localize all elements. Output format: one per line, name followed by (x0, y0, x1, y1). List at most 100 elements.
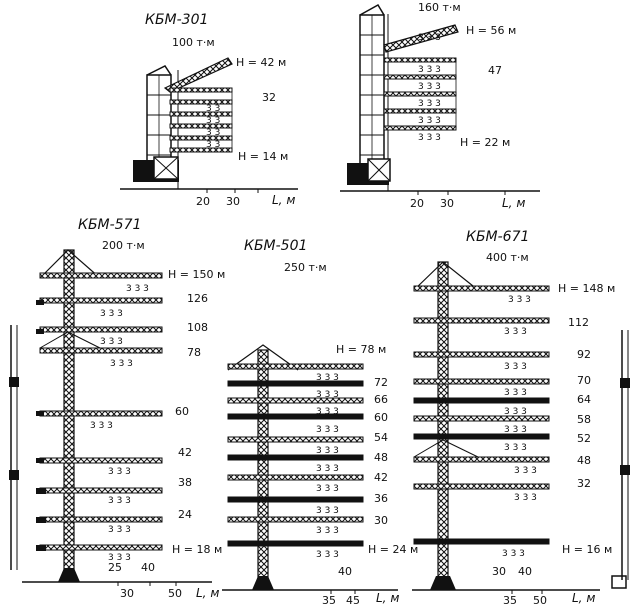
luffing-jib (383, 24, 459, 53)
crane-kbm-501: 3 3 3 3 3 3 3 3 3 3 3 3 3 3 3 3 3 3 3 3 … (222, 344, 398, 594)
crane-3-height-78: 78 (187, 346, 201, 359)
crane-5-height-32: 32 (577, 477, 591, 490)
svg-text:3 3 3: 3 3 3 (110, 359, 133, 369)
crane-5-moment: 400 т·м (486, 251, 529, 264)
svg-text:3 3 3: 3 3 3 (504, 443, 527, 453)
svg-text:3 3 3: 3 3 3 (316, 407, 339, 417)
crane-kbm-301: 3 3 3 3 3 3 3 3 (120, 57, 298, 193)
svg-text:3 3 3: 3 3 3 (126, 284, 149, 294)
crane-3-moment: 200 т·м (102, 239, 145, 252)
jib-levels (227, 363, 364, 547)
crane-2-axis-label: L, м (502, 196, 525, 210)
svg-text:3 3 3: 3 3 3 (418, 33, 441, 43)
crane-4-height-30: 30 (374, 514, 388, 527)
crane-5-height-52: 52 (577, 432, 591, 445)
crane-4-height-78: H = 78 м (336, 343, 386, 356)
svg-text:3 3 3: 3 3 3 (316, 464, 339, 474)
svg-text:3 3 3: 3 3 3 (418, 65, 441, 75)
svg-text:3 3 3: 3 3 3 (108, 553, 131, 563)
crane-5-tick-35: 35 (503, 594, 517, 607)
crane-2-height-bottom: H = 22 м (460, 136, 510, 149)
crane-3-tick-50: 50 (168, 587, 182, 600)
svg-text:3 3 3: 3 3 3 (316, 526, 339, 536)
crane-1-moment: 100 т·м (172, 36, 215, 49)
crane-4-moment: 250 т·м (284, 261, 327, 274)
crane-3-height-108: 108 (187, 321, 208, 334)
crane-5-height-16: H = 16 м (562, 543, 612, 556)
crane-4-height-60: 60 (374, 411, 388, 424)
crane-4-name: КБМ-501 (244, 238, 307, 254)
crane-2-tick-20: 20 (410, 197, 424, 210)
svg-text:3 3 3: 3 3 3 (514, 466, 537, 476)
crane-4-tick-40: 40 (338, 565, 352, 578)
svg-text:3 3 3: 3 3 3 (108, 525, 131, 535)
crane-1-height-top: H = 42 м (236, 56, 286, 69)
luffing-jib (163, 57, 233, 93)
svg-text:3 3 3: 3 3 3 (504, 407, 527, 417)
crane-5-axis-label: L, м (572, 591, 595, 605)
svg-text:3 3 3: 3 3 3 (316, 446, 339, 456)
crane-5-height-70: 70 (577, 374, 591, 387)
crane-3-height-24: 24 (178, 508, 192, 521)
crane-4-tick-45: 45 (346, 594, 360, 607)
svg-text:3 3: 3 3 (206, 128, 220, 138)
crane-3-height-38: 38 (178, 476, 192, 489)
jib-levels (169, 87, 233, 153)
crane-3-name: КБМ-571 (78, 217, 141, 233)
svg-text:3 3 3: 3 3 3 (508, 295, 531, 305)
svg-text:3 3: 3 3 (206, 140, 220, 150)
crane-1-height-mid: 32 (262, 91, 276, 104)
jib-levels (383, 57, 457, 131)
crane-5-height-92: 92 (577, 348, 591, 361)
svg-text:3 3 3: 3 3 3 (418, 99, 441, 109)
crane-3-height-60: 60 (175, 405, 189, 418)
crane-3-tick-40: 40 (141, 561, 155, 574)
crane-5-tick-50: 50 (533, 594, 547, 607)
crane-5-height-112: 112 (568, 316, 589, 329)
crane-160: 3 3 3 3 3 3 3 3 3 3 3 3 3 3 3 3 3 3 (340, 3, 540, 195)
svg-text:3 3 3: 3 3 3 (316, 425, 339, 435)
crane-4-height-66: 66 (374, 393, 388, 406)
crane-1-axis-label: L, м (272, 193, 295, 207)
crane-3-tick-30: 30 (120, 587, 134, 600)
svg-text:3 3 3: 3 3 3 (504, 388, 527, 398)
jib-levels (36, 272, 163, 551)
svg-text:3 3 3: 3 3 3 (418, 133, 441, 143)
svg-text:3 3 3: 3 3 3 (316, 390, 339, 400)
crane-kbm-571: 3 3 3 3 3 3 3 3 3 3 3 3 3 3 3 3 3 3 3 3 … (9, 249, 212, 586)
crane-3-height-42: 42 (178, 446, 192, 459)
crane-5-tick-40: 40 (518, 565, 532, 578)
svg-text:3 3 3: 3 3 3 (418, 116, 441, 126)
crane-5-height-48: 48 (577, 454, 591, 467)
svg-text:3 3 3: 3 3 3 (504, 362, 527, 372)
crane-3-tick-25: 25 (108, 561, 122, 574)
crane-4-height-42: 42 (374, 471, 388, 484)
jib-levels (413, 285, 550, 545)
crane-5-tick-30: 30 (492, 565, 506, 578)
svg-text:3 3 3: 3 3 3 (502, 549, 525, 559)
crane-5-name: КБМ-671 (466, 229, 529, 245)
svg-text:3 3 3: 3 3 3 (514, 493, 537, 503)
crane-2-moment: 160 т·м (418, 1, 461, 14)
svg-text:3 3 3: 3 3 3 (504, 425, 527, 435)
svg-text:3 3 3: 3 3 3 (316, 506, 339, 516)
crane-2-tick-30: 30 (440, 197, 454, 210)
crane-4-tick-35: 35 (322, 594, 336, 607)
crane-3-height-126: 126 (187, 292, 208, 305)
crane-4-height-48: 48 (374, 451, 388, 464)
svg-text:3 3 3: 3 3 3 (316, 550, 339, 560)
crane-4-height-24: H = 24 м (368, 543, 418, 556)
svg-text:3 3 3: 3 3 3 (108, 467, 131, 477)
crane-1-name: КБМ-301 (145, 12, 208, 28)
crane-2-height-top: H = 56 м (466, 24, 516, 37)
crane-1-tick-20: 20 (196, 195, 210, 208)
crane-3-height-18: H = 18 м (172, 543, 222, 556)
svg-text:3 3 3: 3 3 3 (504, 327, 527, 337)
svg-text:3 3: 3 3 (206, 104, 220, 114)
crane-4-height-36: 36 (374, 492, 388, 505)
svg-text:3 3 3: 3 3 3 (418, 82, 441, 92)
crane-3-height-150: H = 150 м (168, 268, 225, 281)
crane-4-height-72: 72 (374, 376, 388, 389)
svg-text:3 3 3: 3 3 3 (316, 373, 339, 383)
